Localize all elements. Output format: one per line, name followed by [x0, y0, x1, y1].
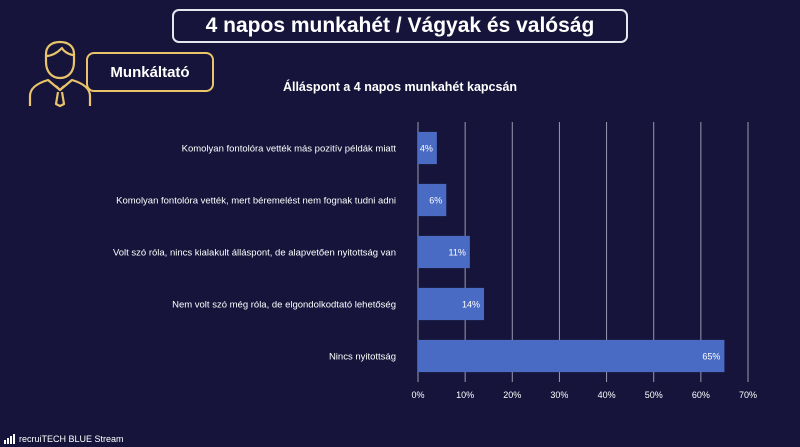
role-badge: Munkáltató [20, 40, 214, 108]
bar [418, 287, 484, 321]
stream-footer-text: recruiTECH BLUE Stream [19, 434, 124, 444]
stream-footer: recruiTECH BLUE Stream [4, 434, 124, 444]
x-tick-label: 70% [739, 390, 757, 400]
data-label: 65% [702, 352, 720, 362]
role-badge-label: Munkáltató [86, 52, 214, 92]
bar [418, 131, 437, 165]
category-label: Nem volt szó még róla, de elgondolkodtat… [172, 300, 396, 311]
category-label: Volt szó róla, nincs kialakult álláspont… [113, 248, 396, 259]
x-tick-label: 0% [411, 390, 424, 400]
data-label: 14% [462, 300, 480, 310]
x-tick-label: 60% [692, 390, 710, 400]
category-label: Komolyan fontolóra vették más pozitív pé… [182, 144, 397, 155]
x-tick-label: 40% [598, 390, 616, 400]
x-tick-label: 50% [645, 390, 663, 400]
data-label: 4% [420, 144, 433, 154]
bar [418, 339, 725, 373]
slide-title: 4 napos munkahét / Vágyak és valóság [172, 9, 628, 43]
bar [418, 235, 470, 269]
bar [418, 183, 447, 217]
x-tick-label: 20% [503, 390, 521, 400]
category-label: Komolyan fontolóra vették, mert béremelé… [116, 196, 396, 207]
x-tick-label: 30% [550, 390, 568, 400]
data-label: 6% [429, 196, 442, 206]
signal-bars-icon [4, 434, 15, 444]
category-label: Nincs nyitottság [329, 352, 396, 363]
data-label: 11% [448, 248, 465, 258]
chart-title: Álláspont a 4 napos munkahét kapcsán [282, 80, 518, 94]
x-tick-label: 10% [456, 390, 474, 400]
